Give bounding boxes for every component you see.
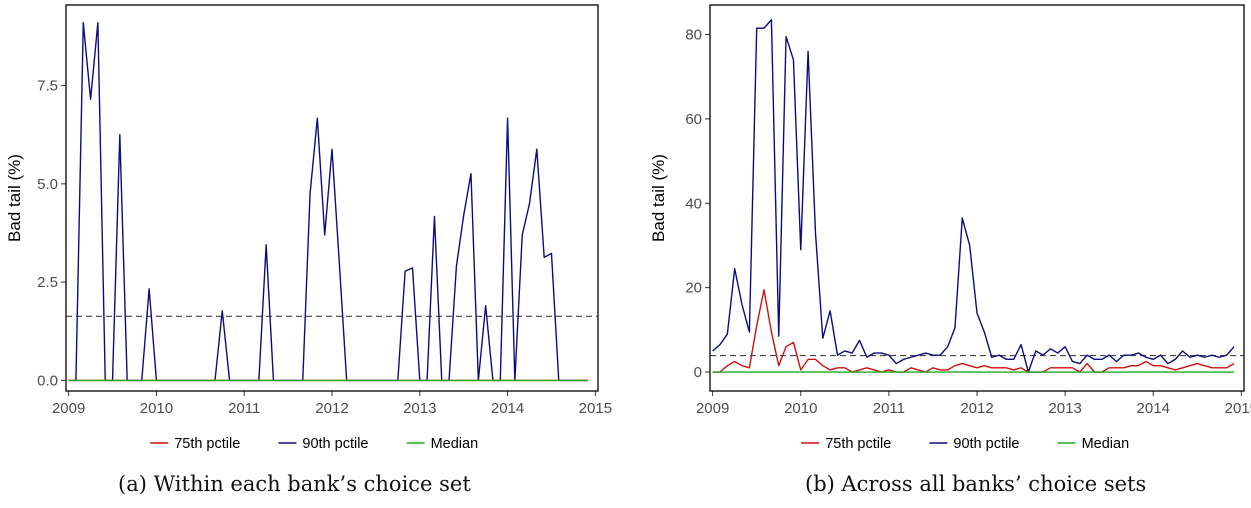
chart-panel-b: 0 20 40 60 80 2009 2010 2011 2012 2013 2014 2015 Bad…	[649, 4, 1251, 452]
chart-panel-a: 0.0 2.5 5.0 7.5 2009 2010 2011 2012 2013 2014 2015…	[5, 4, 612, 452]
y-tick-label: 2.5	[37, 274, 58, 291]
plot-border	[65, 4, 599, 392]
y-tick-label: 40	[685, 195, 702, 212]
x-tick-label: 2014	[491, 400, 524, 417]
caption-b: (b) Across all banks’ choice sets	[805, 472, 1147, 496]
x-tick-label: 2014	[1137, 400, 1170, 417]
y-tick-label: 80	[685, 27, 702, 44]
legend-label: Median	[431, 436, 479, 452]
plot-border	[709, 4, 1245, 392]
x-tick-label: 2009	[696, 400, 729, 417]
y-axis-label: Bad tail (%)	[649, 154, 668, 242]
legend-label: 75th pctile	[174, 436, 240, 452]
x-tick-label: 2010	[140, 400, 173, 417]
y-tick-label: 7.5	[37, 78, 58, 95]
series-line-75th-pctile	[712, 289, 1235, 373]
legend-label: Median	[1082, 436, 1130, 452]
x-tick-label: 2009	[52, 400, 85, 417]
y-tick-label: 60	[685, 111, 702, 128]
x-tick-label: 2015	[579, 400, 612, 417]
y-tick-label: 0	[694, 364, 702, 381]
x-tick-label: 2011	[873, 400, 905, 417]
y-tick-label: 5.0	[37, 176, 58, 193]
x-tick-label: 2013	[1048, 400, 1081, 417]
caption-a: (a) Within each bank’s choice set	[118, 472, 471, 496]
series-line-90th-pctile	[712, 19, 1235, 373]
legend-label: 90th pctile	[953, 436, 1019, 452]
x-tick-label: 2012	[960, 400, 993, 417]
legend-label: 90th pctile	[302, 436, 368, 452]
series-line-90th-pctile	[68, 21, 589, 382]
y-axis-label: Bad tail (%)	[5, 154, 24, 242]
x-tick-label: 2012	[315, 400, 348, 417]
x-tick-label: 2015	[1225, 400, 1251, 417]
x-tick-label: 2010	[784, 400, 817, 417]
y-tick-label: 0.0	[37, 372, 58, 389]
x-tick-label: 2011	[228, 400, 260, 417]
legend-label: 75th pctile	[825, 436, 891, 452]
y-tick-label: 20	[685, 280, 702, 297]
x-tick-label: 2013	[403, 400, 436, 417]
